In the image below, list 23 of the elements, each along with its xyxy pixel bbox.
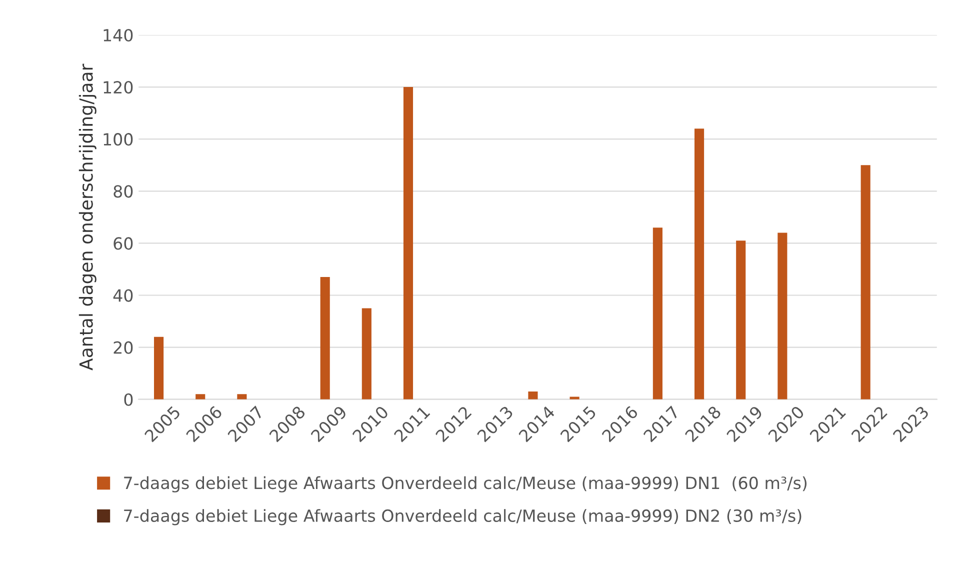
y-tick-label: 20	[114, 341, 133, 354]
legend-label: 7-daags debiet Liege Afwaarts Onverdeeld calc/Meuse (maa-9999) DN2 (30 m³/s)	[124, 509, 802, 526]
bar	[237, 394, 247, 400]
y-axis-title: Aantal dagen onderschrijding/jaar	[78, 64, 96, 370]
bar	[860, 165, 870, 400]
bar	[778, 232, 788, 400]
bar	[736, 240, 746, 400]
bar	[528, 392, 538, 400]
y-tick-label: 140	[104, 28, 133, 42]
y-tick-label: 100	[104, 133, 133, 146]
bar	[196, 394, 206, 400]
bar	[652, 228, 662, 400]
y-tick-label: 120	[104, 80, 133, 94]
y-tick-label: 60	[114, 237, 133, 250]
bar	[154, 336, 164, 400]
y-tick-label: 0	[124, 393, 133, 406]
y-tick-label: 80	[114, 185, 133, 198]
bar	[320, 277, 330, 400]
bar	[403, 87, 414, 400]
bar	[694, 128, 704, 400]
y-tick-label: 40	[113, 289, 133, 302]
bar	[362, 308, 372, 400]
legend-label: 7-daags debiet Liege Afwaarts Onverdeeld calc/Meuse (maa-9999) DN1 (60 m³/s)	[124, 476, 807, 492]
